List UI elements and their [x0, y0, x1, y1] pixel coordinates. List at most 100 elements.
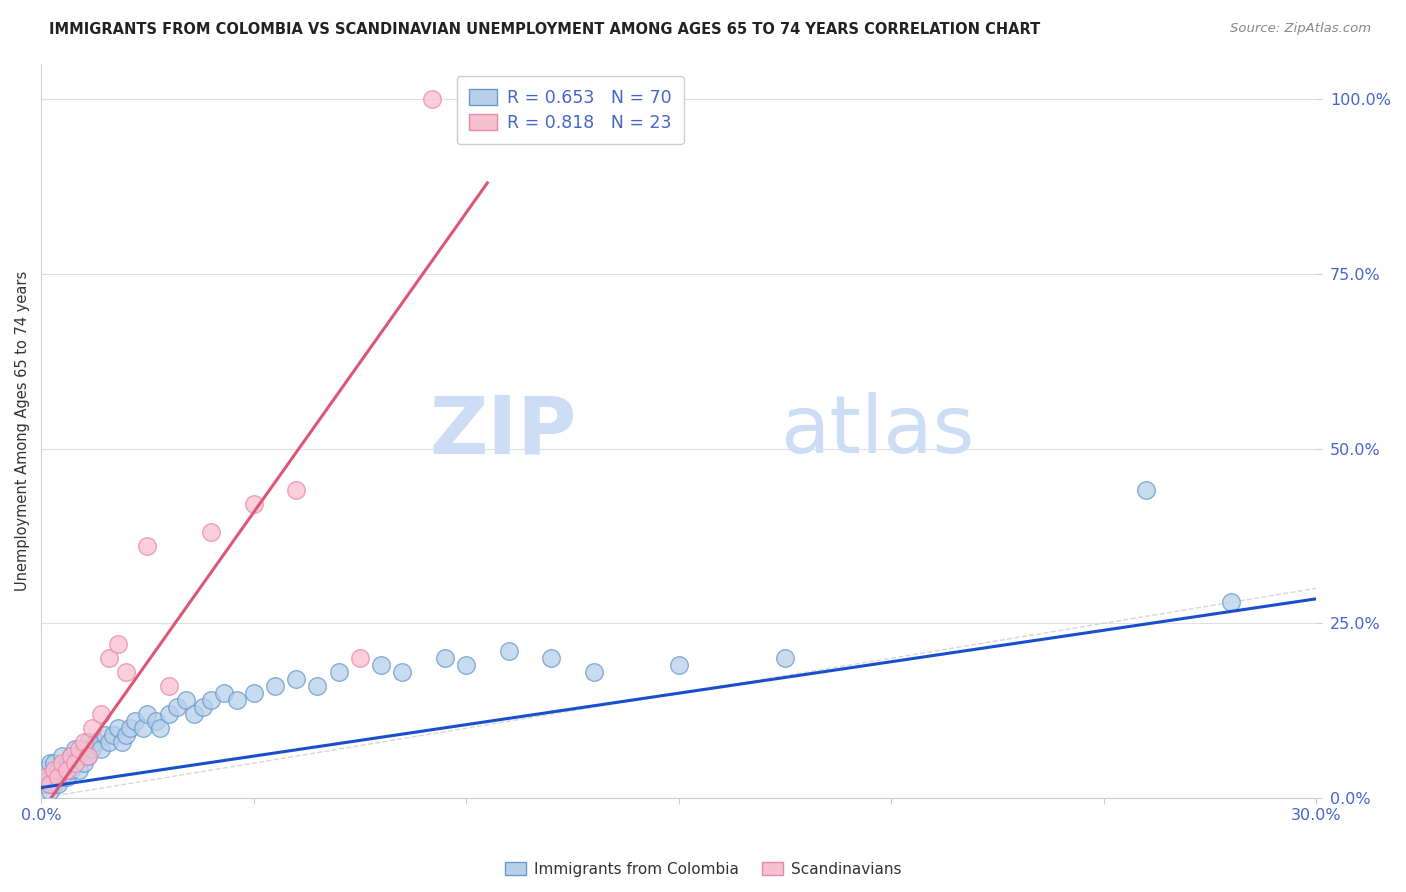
- Point: [103, 728, 125, 742]
- Point: [456, 658, 478, 673]
- Point: [115, 665, 138, 680]
- Point: [90, 707, 112, 722]
- Point: [242, 498, 264, 512]
- Point: [98, 651, 121, 665]
- Point: [212, 686, 235, 700]
- Point: [285, 483, 308, 498]
- Point: [72, 742, 94, 756]
- Point: [263, 679, 285, 693]
- Point: [136, 540, 159, 554]
- Point: [157, 679, 180, 693]
- Text: atlas: atlas: [780, 392, 974, 470]
- Point: [51, 756, 73, 771]
- Point: [34, 777, 56, 791]
- Point: [67, 742, 90, 756]
- Point: [59, 756, 82, 771]
- Point: [349, 651, 371, 665]
- Point: [82, 721, 104, 735]
- Point: [42, 763, 65, 777]
- Point: [370, 658, 392, 673]
- Point: [391, 665, 413, 680]
- Point: [498, 644, 520, 658]
- Point: [200, 693, 222, 707]
- Point: [86, 735, 108, 749]
- Point: [285, 672, 308, 686]
- Point: [540, 651, 562, 665]
- Point: [582, 665, 605, 680]
- Legend: Immigrants from Colombia, Scandinavians: Immigrants from Colombia, Scandinavians: [498, 854, 908, 884]
- Point: [59, 763, 82, 777]
- Point: [72, 735, 94, 749]
- Legend: R = 0.653   N = 70, R = 0.818   N = 23: R = 0.653 N = 70, R = 0.818 N = 23: [457, 77, 683, 145]
- Point: [34, 770, 56, 784]
- Point: [191, 700, 214, 714]
- Point: [1135, 483, 1157, 498]
- Point: [59, 749, 82, 764]
- Point: [38, 784, 60, 798]
- Point: [51, 770, 73, 784]
- Point: [34, 763, 56, 777]
- Point: [82, 742, 104, 756]
- Point: [38, 777, 60, 791]
- Point: [67, 763, 90, 777]
- Point: [55, 770, 77, 784]
- Point: [42, 777, 65, 791]
- Point: [773, 651, 796, 665]
- Point: [115, 728, 138, 742]
- Point: [107, 721, 129, 735]
- Point: [38, 777, 60, 791]
- Point: [67, 749, 90, 764]
- Point: [149, 721, 172, 735]
- Point: [38, 756, 60, 771]
- Point: [433, 651, 456, 665]
- Point: [51, 749, 73, 764]
- Point: [174, 693, 197, 707]
- Point: [46, 770, 69, 784]
- Point: [76, 749, 98, 764]
- Point: [132, 721, 155, 735]
- Point: [63, 756, 86, 771]
- Y-axis label: Unemployment Among Ages 65 to 74 years: Unemployment Among Ages 65 to 74 years: [15, 271, 30, 591]
- Point: [145, 714, 167, 728]
- Point: [46, 770, 69, 784]
- Point: [124, 714, 146, 728]
- Text: Source: ZipAtlas.com: Source: ZipAtlas.com: [1230, 22, 1371, 36]
- Point: [34, 770, 56, 784]
- Point: [51, 763, 73, 777]
- Point: [42, 756, 65, 771]
- Point: [183, 707, 205, 722]
- Point: [120, 721, 142, 735]
- Point: [1220, 595, 1243, 609]
- Point: [55, 756, 77, 771]
- Point: [63, 756, 86, 771]
- Point: [111, 735, 134, 749]
- Point: [42, 763, 65, 777]
- Point: [90, 742, 112, 756]
- Point: [55, 763, 77, 777]
- Point: [46, 777, 69, 791]
- Point: [46, 763, 69, 777]
- Point: [136, 707, 159, 722]
- Point: [328, 665, 350, 680]
- Point: [420, 92, 443, 106]
- Point: [157, 707, 180, 722]
- Point: [76, 749, 98, 764]
- Point: [225, 693, 247, 707]
- Point: [72, 756, 94, 771]
- Point: [63, 742, 86, 756]
- Point: [242, 686, 264, 700]
- Point: [76, 735, 98, 749]
- Point: [59, 749, 82, 764]
- Point: [98, 735, 121, 749]
- Point: [166, 700, 188, 714]
- Point: [200, 525, 222, 540]
- Point: [38, 770, 60, 784]
- Point: [42, 770, 65, 784]
- Point: [107, 637, 129, 651]
- Point: [94, 728, 117, 742]
- Point: [55, 763, 77, 777]
- Text: ZIP: ZIP: [429, 392, 576, 470]
- Point: [668, 658, 690, 673]
- Text: IMMIGRANTS FROM COLOMBIA VS SCANDINAVIAN UNEMPLOYMENT AMONG AGES 65 TO 74 YEARS : IMMIGRANTS FROM COLOMBIA VS SCANDINAVIAN…: [49, 22, 1040, 37]
- Point: [307, 679, 329, 693]
